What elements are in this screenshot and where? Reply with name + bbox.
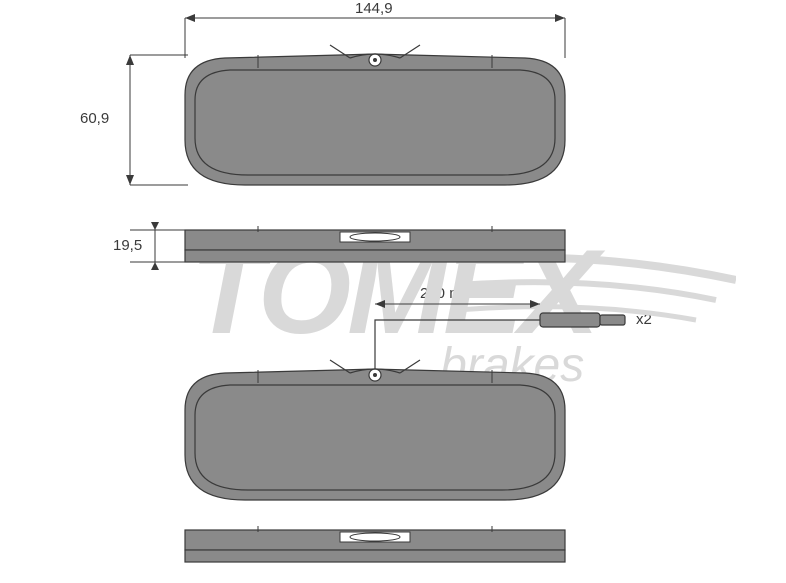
dim-height (126, 55, 188, 185)
brake-pad-top (185, 45, 565, 185)
dim-width (185, 14, 565, 58)
dim-thickness (130, 222, 188, 270)
brake-pad-bottom (185, 360, 565, 500)
brake-pad-side-top (185, 226, 565, 262)
brake-pad-side-bottom (185, 526, 565, 562)
wear-sensor (375, 300, 625, 370)
technical-drawing (0, 0, 786, 583)
